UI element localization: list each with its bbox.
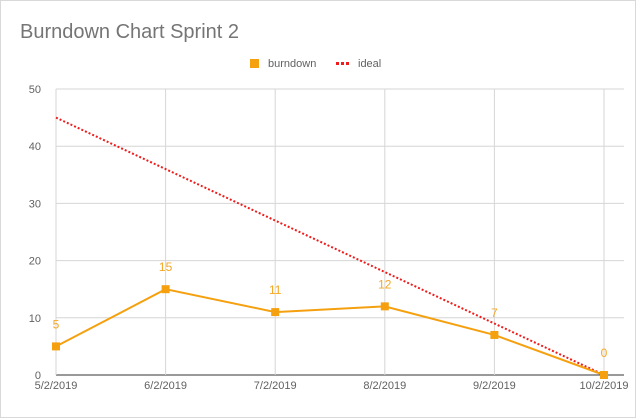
x-tick-label: 7/2/2019 <box>254 380 297 392</box>
x-tick-label: 5/2/2019 <box>35 380 78 392</box>
x-tick-label: 8/2/2019 <box>363 380 406 392</box>
legend-swatch-burndown <box>250 59 259 68</box>
data-label-burndown: 12 <box>378 277 392 291</box>
legend-swatch-ideal <box>346 62 349 65</box>
data-label-burndown: 11 <box>269 283 282 297</box>
x-tick-label: 6/2/2019 <box>144 380 187 392</box>
legend-label-burndown: burndown <box>268 58 316 70</box>
chart-title: Burndown Chart Sprint 2 <box>20 21 240 43</box>
data-point-burndown <box>490 330 499 339</box>
x-tick-label: 9/2/2019 <box>473 380 516 392</box>
data-point-burndown <box>380 302 389 311</box>
legend-swatch-ideal <box>341 62 344 65</box>
y-tick-label: 40 <box>29 141 41 153</box>
series-layer <box>52 116 608 379</box>
y-axis-ticks: 0 10 20 30 40 50 <box>29 84 41 382</box>
series-line-burndown <box>55 288 605 376</box>
legend: burndown ideal <box>250 58 381 70</box>
y-tick-label: 0 <box>35 370 41 382</box>
legend-label-ideal: ideal <box>358 58 381 70</box>
data-label-burndown: 7 <box>491 306 498 320</box>
x-tick-label: 10/2/2019 <box>580 380 629 392</box>
series-line-ideal <box>55 116 605 376</box>
y-tick-label: 30 <box>29 198 41 210</box>
data-point-burndown <box>161 285 170 294</box>
data-point-burndown <box>271 308 280 317</box>
data-label-burndown: 15 <box>159 260 173 274</box>
data-label-burndown: 5 <box>53 317 60 331</box>
y-tick-label: 50 <box>29 84 41 96</box>
x-axis-ticks: 5/2/2019 6/2/2019 7/2/2019 8/2/2019 9/2/2019… <box>35 380 629 392</box>
data-label-burndown: 0 <box>601 346 608 360</box>
data-labels: 5 15 11 12 7 0 <box>53 260 608 360</box>
y-tick-label: 20 <box>29 256 41 268</box>
y-tick-label: 10 <box>29 313 41 325</box>
gridlines <box>55 88 624 376</box>
data-point-burndown <box>52 342 60 351</box>
legend-swatch-ideal <box>336 62 339 65</box>
data-point-burndown <box>600 371 608 379</box>
